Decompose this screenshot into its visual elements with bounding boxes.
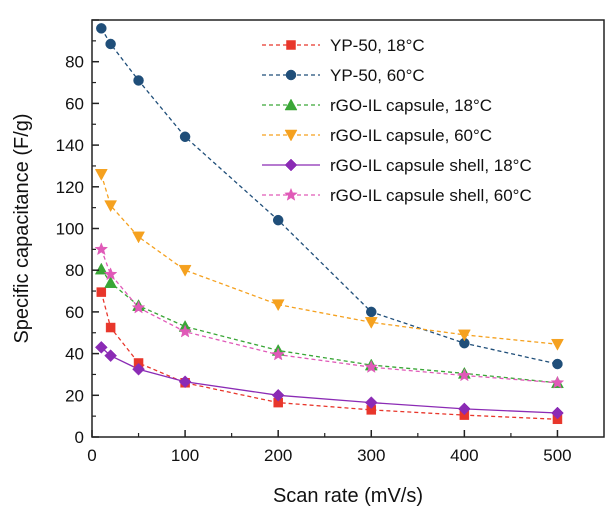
y-tick-label: 0 bbox=[75, 428, 84, 447]
y-axis-ticks: 0 20 40 60 80 100 120 140 60 80 bbox=[56, 19, 99, 447]
legend-label-rgo-il-capsule-shell-18-c: rGO-IL capsule shell, 18°C bbox=[330, 156, 532, 175]
x-tick-label: 200 bbox=[264, 446, 292, 465]
data-point-rgo-il-capsule-60-c bbox=[178, 264, 192, 277]
legend-marker-rgo-il-capsule-shell-60-c bbox=[284, 187, 298, 201]
data-point-rgo-il-capsule-shell-60-c bbox=[103, 267, 118, 281]
data-point-yp-50-60-c bbox=[133, 75, 144, 86]
data-point-rgo-il-capsule-shell-18-c bbox=[364, 396, 378, 409]
legend-label-yp-50-60-c: YP-50, 60°C bbox=[330, 66, 425, 85]
data-point-rgo-il-capsule-shell-60-c bbox=[271, 347, 286, 361]
legend-label-rgo-il-capsule-shell-60-c: rGO-IL capsule shell, 60°C bbox=[330, 186, 532, 205]
x-tick-label: 300 bbox=[357, 446, 385, 465]
y-tick-label: 100 bbox=[56, 220, 84, 239]
x-axis-ticks: 0 100 200 300 400 500 bbox=[87, 430, 572, 465]
data-point-rgo-il-capsule-shell-18-c bbox=[94, 340, 108, 354]
series-line-rgo-il-capsule-shell-18-c bbox=[100, 346, 558, 414]
data-point-yp-50-60-c bbox=[96, 23, 107, 34]
data-point-rgo-il-capsule-60-c bbox=[104, 200, 118, 213]
legend: YP-50, 18°C YP-50, 60°C rGO-IL capsule, 18… bbox=[262, 36, 532, 205]
legend-label-rgo-il-capsule-60-c: rGO-IL capsule, 60°C bbox=[330, 126, 492, 145]
plot-lines bbox=[100, 28, 558, 420]
data-point-yp-50-60-c bbox=[552, 358, 563, 370]
legend-marker-yp-50-18-c bbox=[286, 40, 296, 50]
data-point-rgo-il-capsule-60-c bbox=[132, 231, 145, 244]
legend-marker-rgo-il-capsule-60-c bbox=[284, 129, 298, 142]
data-point-yp-50-18-c bbox=[105, 322, 116, 333]
series-line-rgo-il-capsule-18-c bbox=[100, 268, 558, 384]
data-point-yp-50-60-c bbox=[105, 38, 116, 50]
y-tick-label: 140 bbox=[56, 136, 84, 155]
y-tick-label: 60 bbox=[65, 94, 84, 113]
legend-label-yp-50-18-c: YP-50, 18°C bbox=[330, 36, 425, 55]
data-point-yp-50-60-c bbox=[179, 131, 191, 143]
y-tick-label: 80 bbox=[65, 53, 84, 72]
y-axis-title: Specific capacitance (F/g) bbox=[11, 113, 33, 343]
data-point-rgo-il-capsule-shell-60-c bbox=[550, 375, 565, 389]
y-tick-label: 20 bbox=[65, 386, 84, 405]
x-tick-label: 400 bbox=[450, 446, 478, 465]
data-point-rgo-il-capsule-60-c bbox=[551, 338, 564, 351]
series-line-rgo-il-capsule-shell-60-c bbox=[100, 249, 558, 384]
y-tick-label: 40 bbox=[65, 345, 84, 364]
legend-marker-yp-50-60-c bbox=[285, 69, 297, 81]
x-tick-label: 500 bbox=[543, 446, 571, 465]
data-point-rgo-il-capsule-60-c bbox=[94, 169, 108, 181]
data-point-rgo-il-capsule-60-c bbox=[457, 329, 471, 342]
data-point-rgo-il-capsule-shell-18-c bbox=[178, 375, 192, 389]
x-tick-label: 100 bbox=[171, 446, 199, 465]
data-point-rgo-il-capsule-shell-18-c bbox=[132, 362, 145, 376]
series-line-yp-50-18-c bbox=[100, 291, 558, 420]
y-tick-label: 60 bbox=[65, 303, 84, 322]
data-point-yp-50-18-c bbox=[96, 287, 107, 297]
data-point-rgo-il-capsule-60-c bbox=[271, 299, 285, 312]
data-point-rgo-il-capsule-shell-60-c bbox=[457, 368, 472, 382]
data-point-rgo-il-capsule-shell-18-c bbox=[271, 388, 285, 402]
y-tick-label: 120 bbox=[56, 178, 84, 197]
data-point-rgo-il-capsule-shell-18-c bbox=[104, 349, 117, 363]
y-tick-label: 80 bbox=[65, 261, 84, 280]
legend-label-rgo-il-capsule-18-c: rGO-IL capsule, 18°C bbox=[330, 96, 492, 115]
legend-marker-rgo-il-capsule-shell-18-c bbox=[284, 158, 298, 172]
x-axis-title: Scan rate (mV/s) bbox=[273, 485, 423, 507]
data-point-yp-50-60-c bbox=[272, 214, 284, 226]
data-point-rgo-il-capsule-18-c bbox=[94, 262, 108, 275]
series-line-yp-50-60-c bbox=[100, 28, 558, 365]
data-point-rgo-il-capsule-shell-60-c bbox=[94, 242, 109, 256]
x-tick-label: 0 bbox=[87, 446, 96, 465]
data-point-rgo-il-capsule-shell-18-c bbox=[551, 406, 564, 420]
data-point-rgo-il-capsule-shell-18-c bbox=[458, 402, 471, 416]
data-point-rgo-il-capsule-60-c bbox=[364, 317, 378, 329]
data-point-rgo-il-capsule-shell-60-c bbox=[178, 324, 192, 338]
plot-markers bbox=[94, 23, 565, 425]
data-point-rgo-il-capsule-shell-60-c bbox=[131, 300, 146, 314]
data-point-rgo-il-capsule-18-c bbox=[104, 276, 118, 288]
data-point-yp-50-60-c bbox=[366, 306, 377, 318]
legend-marker-rgo-il-capsule-18-c bbox=[284, 98, 298, 111]
data-point-rgo-il-capsule-shell-60-c bbox=[364, 359, 379, 373]
